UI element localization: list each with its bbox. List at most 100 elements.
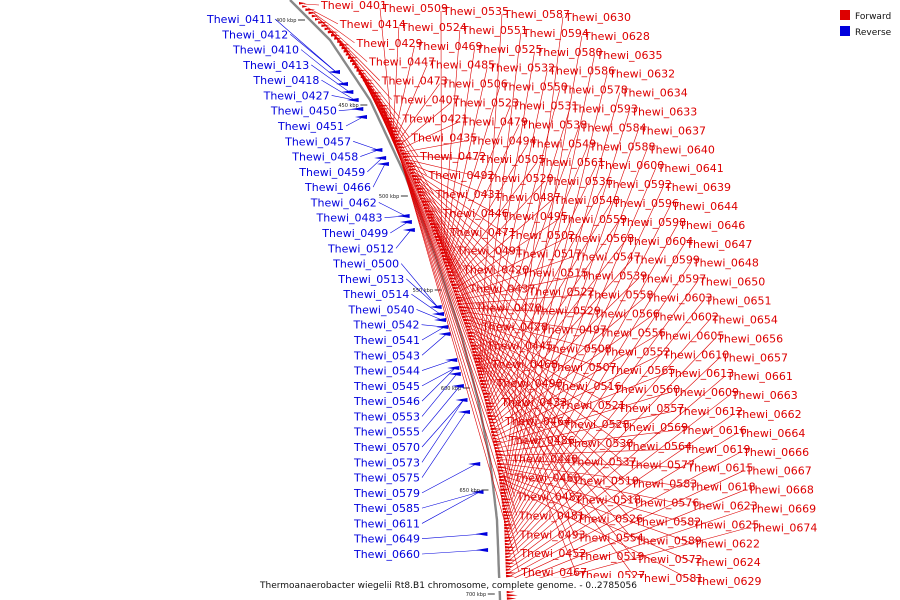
forward-gene-arrow <box>299 2 306 5</box>
forward-gene-arrow <box>475 363 482 367</box>
forward-gene-label: Thewi_0602 <box>652 310 719 323</box>
forward-gene-label: Thewi_0594 <box>522 27 589 40</box>
forward-gene-label: Thewi_0577 <box>628 459 695 472</box>
forward-connector <box>393 26 400 129</box>
forward-gene-arrow <box>496 459 504 463</box>
forward-gene-label: Thewi_0535 <box>442 5 509 18</box>
forward-gene-label: Thewi_0654 <box>711 313 778 326</box>
reverse-connector <box>421 326 445 341</box>
forward-gene-label: Thewi_0518 <box>574 493 641 506</box>
forward-connector <box>509 470 744 581</box>
forward-connector <box>491 259 633 418</box>
forward-connector <box>506 205 671 527</box>
forward-gene-arrow <box>505 558 517 562</box>
reverse-gene-label: Thewi_0514 <box>342 288 409 301</box>
forward-connector <box>503 35 583 491</box>
forward-connector <box>422 194 544 349</box>
reverse-gene-label: Thewi_0457 <box>284 135 351 148</box>
reverse-connector <box>421 385 461 432</box>
forward-gene-label: Thewi_0414 <box>339 18 406 31</box>
forward-gene-label: Thewi_0581 <box>636 572 703 585</box>
reverse-gene-arrow <box>336 82 348 86</box>
forward-gene-arrow <box>324 27 331 31</box>
forward-gene-arrow <box>459 306 470 309</box>
forward-gene-label: Thewi_0510 <box>572 475 639 488</box>
forward-gene-label: Thewi_0565 <box>608 364 675 377</box>
forward-gene-label: Thewi_0632 <box>608 68 675 81</box>
forward-gene-label: Thewi_0647 <box>685 238 752 251</box>
forward-gene-arrow <box>464 322 474 325</box>
reverse-connector <box>421 399 464 463</box>
reverse-gene-arrow <box>374 156 387 160</box>
forward-gene-label: Thewi_0530 <box>566 437 633 450</box>
reverse-gene-label: Thewi_0458 <box>291 151 358 164</box>
forward-connector <box>486 146 588 394</box>
forward-gene-label: Thewi_0589 <box>635 534 702 547</box>
tick-label: 600 kbp <box>441 386 461 392</box>
forward-gene-label: Thewi_0583 <box>630 478 697 491</box>
forward-connector <box>484 108 571 386</box>
forward-gene-label: Thewi_0587 <box>503 8 570 21</box>
forward-gene-arrow <box>504 530 512 533</box>
reverse-connector <box>421 491 480 524</box>
forward-gene-arrow <box>504 542 512 546</box>
forward-connector <box>457 237 567 293</box>
forward-gene-label: Thewi_0407 <box>393 94 460 107</box>
forward-connector <box>379 7 392 125</box>
forward-gene-label: Thewi_0599 <box>633 254 700 267</box>
forward-gene-label: Thewi_0552 <box>603 345 670 358</box>
forward-gene-label: Thewi_0536 <box>546 175 613 188</box>
forward-connector <box>449 124 520 269</box>
forward-connector <box>311 11 355 44</box>
forward-connector <box>507 243 685 534</box>
forward-gene-label: Thewi_0559 <box>560 213 627 226</box>
forward-gene-label: Thewi_0516 <box>554 380 621 393</box>
forward-gene-label: Thewi_0664 <box>738 427 805 440</box>
tick-label: 550 kbp <box>413 288 433 294</box>
forward-connector <box>507 300 704 546</box>
forward-gene-arrow <box>497 466 507 469</box>
reverse-gene-arrow <box>346 98 359 102</box>
forward-connector <box>491 278 639 421</box>
forward-gene-label: Thewi_0668 <box>747 484 814 497</box>
forward-gene-label: Thewi_0471 <box>449 226 516 239</box>
reverse-gene-label: Thewi_0512 <box>327 242 394 255</box>
forward-connector <box>481 51 535 375</box>
forward-connector <box>480 32 522 371</box>
forward-connector <box>451 162 538 277</box>
forward-gene-label: Thewi_0622 <box>693 537 760 550</box>
forward-gene-arrow <box>503 517 512 520</box>
forward-gene-label: Thewi_0548 <box>553 194 620 207</box>
forward-connector <box>442 29 461 250</box>
reverse-gene-label: Thewi_0540 <box>347 303 414 316</box>
forward-gene-label: Thewi_0612 <box>676 405 743 418</box>
forward-gene-arrow <box>502 507 509 511</box>
forward-gene-label: Thewi_0517 <box>515 248 582 261</box>
forward-gene-label: Thewi_0600 <box>597 159 664 172</box>
forward-gene-label: Thewi_0618 <box>689 481 756 494</box>
reverse-connector <box>360 149 379 157</box>
forward-gene-label: Thewi_0470 <box>475 301 542 314</box>
forward-gene-label: Thewi_0666 <box>742 446 809 459</box>
forward-gene-label: Thewi_0509 <box>381 2 448 15</box>
forward-gene-label: Thewi_0605 <box>657 329 724 342</box>
forward-connector <box>435 229 576 519</box>
forward-connector <box>503 54 595 495</box>
forward-gene-label: Thewi_0568 <box>567 232 634 245</box>
reverse-gene-label: Thewi_0462 <box>310 196 377 209</box>
forward-gene-label: Thewi_0648 <box>692 257 759 270</box>
forward-connector <box>465 315 603 352</box>
forward-gene-arrow <box>505 552 514 555</box>
forward-gene-label: Thewi_0494 <box>470 134 537 147</box>
reverse-gene-arrow <box>355 115 367 119</box>
forward-gene-label: Thewi_0522 <box>528 286 595 299</box>
forward-gene-arrow <box>484 398 492 402</box>
forward-gene-arrow <box>456 299 466 303</box>
forward-gene-label: Thewi_0604 <box>626 235 693 248</box>
forward-gene-label: Thewi_0481 <box>518 509 585 522</box>
reverse-gene-label: Thewi_0611 <box>353 517 420 530</box>
forward-gene-label: Thewi_0550 <box>501 81 568 94</box>
forward-gene-label: Thewi_0639 <box>664 181 731 194</box>
reverse-connector <box>395 229 412 249</box>
forward-gene-label: Thewi_0429 <box>356 37 423 50</box>
